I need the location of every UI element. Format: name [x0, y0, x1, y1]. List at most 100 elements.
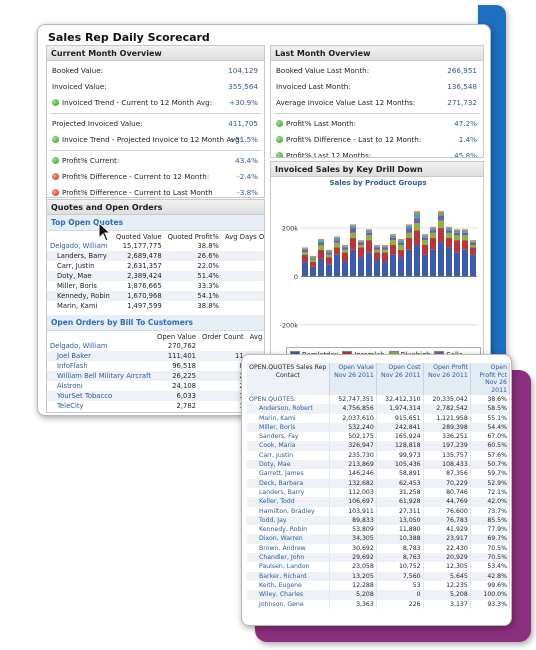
table-row[interactable]: Sanders, Fay 502,175 165,924 336,251 67.0% [247, 432, 511, 442]
table-row[interactable]: Chandler, John 29,692 8,763 20,929 70.5% [247, 553, 511, 563]
bar-segment[interactable] [358, 245, 364, 248]
bar-segment[interactable] [334, 236, 340, 238]
row-name[interactable]: Miller, Boris [247, 422, 330, 433]
top-open-quotes-title[interactable]: Top Open Quotes [47, 215, 264, 231]
row-name[interactable]: Delgado, William [50, 342, 108, 350]
row-name[interactable]: Todd, Jay [247, 515, 330, 526]
bar-segment[interactable] [366, 229, 372, 231]
bar-segment[interactable] [318, 259, 324, 277]
row-name[interactable]: Marin, Kami [247, 413, 330, 423]
bar-segment[interactable] [454, 230, 460, 233]
bar-segment[interactable] [334, 240, 340, 243]
bar-segment[interactable] [366, 240, 372, 253]
table-row[interactable]: Johnson, Gene 3,363 226 3,137 93.3% [247, 599, 511, 609]
table-row[interactable]: InfoFlash 96,5188 [47, 361, 264, 371]
bar-segment[interactable] [350, 249, 356, 277]
table-row[interactable]: Kennedy, Robin 53,809 11,880 41,929 77.9% [247, 525, 511, 535]
row-name[interactable]: Johnson, Gene [247, 599, 330, 609]
bar-segment[interactable] [462, 249, 468, 277]
bar-segment[interactable] [454, 235, 460, 241]
table-row[interactable]: Garrett, James 146,246 58,891 87,356 59.7% [247, 469, 511, 479]
bar-segment[interactable] [382, 245, 388, 247]
bar-segment[interactable] [414, 223, 420, 231]
bar-segment[interactable] [462, 232, 468, 236]
bar-segment[interactable] [438, 228, 444, 243]
column-header[interactable]: Open Value [157, 333, 196, 341]
row-name[interactable]: Carr, Justin [247, 450, 330, 461]
column-header[interactable]: Avg Days Open [224, 233, 265, 241]
bar-segment[interactable] [430, 237, 436, 250]
bar-segment[interactable] [310, 266, 316, 277]
bar-segment[interactable] [342, 252, 348, 262]
open-orders-title[interactable]: Open Orders by Bill To Customers [47, 315, 264, 331]
bar-segment[interactable] [326, 249, 332, 252]
row-name[interactable]: Keller, Todd [247, 497, 330, 507]
row-name[interactable]: InfoFlash [57, 362, 88, 370]
bar-segment[interactable] [326, 252, 332, 255]
row-name[interactable]: Doty, Mae [47, 271, 113, 281]
bar-segment[interactable] [430, 230, 436, 233]
bar-segment[interactable] [406, 249, 412, 277]
bar-segment[interactable] [422, 235, 428, 238]
bar-segment[interactable] [302, 252, 308, 255]
bar-segment[interactable] [422, 240, 428, 245]
bar-segment[interactable] [470, 241, 476, 243]
bar-segment[interactable] [438, 211, 444, 214]
row-name[interactable]: TeleCity [57, 402, 84, 410]
bar-segment[interactable] [414, 211, 420, 214]
bar-segment[interactable] [422, 234, 428, 236]
row-name[interactable]: Miller, Boris [57, 282, 97, 290]
bar-segment[interactable] [302, 248, 308, 250]
bar-segment[interactable] [374, 245, 380, 247]
bar-segment[interactable] [310, 255, 316, 258]
bar-segment[interactable] [374, 247, 380, 250]
bar-segment[interactable] [446, 226, 452, 229]
row-name[interactable]: OPEN.QUOTES: [247, 395, 330, 405]
bar-segment[interactable] [326, 257, 332, 265]
bar-segment[interactable] [470, 254, 476, 277]
row-name[interactable]: Sanders, Fay [247, 432, 330, 442]
bar-segment[interactable] [422, 237, 428, 241]
bar-segment[interactable] [470, 245, 476, 248]
row-name[interactable]: Marin, Kami [57, 302, 98, 310]
col-open-cost[interactable]: Open Cost Nov 26 2011 [376, 363, 424, 395]
bar-segment[interactable] [318, 240, 324, 243]
table-row[interactable]: Deck, Barbara 132,682 62,453 70,229 52.9% [247, 478, 511, 488]
bar-segment[interactable] [318, 238, 324, 241]
column-header[interactable]: Quoted Profit% [167, 233, 219, 241]
bar-segment[interactable] [406, 225, 412, 229]
bar-segment[interactable] [302, 254, 308, 262]
table-row[interactable]: Todd, Jay 89,833 13,050 76,783 85.5% [247, 515, 511, 526]
table-row[interactable]: Landers, Barry 112,003 31,258 80,746 72.1% [247, 487, 511, 498]
bar-segment[interactable] [470, 242, 476, 245]
table-row[interactable]: Anderson, Robert 4,756,856 1,974,314 2,782,… [247, 404, 511, 414]
bar-segment[interactable] [390, 234, 396, 236]
bar-segment[interactable] [302, 261, 308, 277]
table-row[interactable]: Brown, Andrew 30,692 8,783 22,430 70.5% [247, 543, 511, 554]
row-name[interactable]: Hamilton, Bradley [247, 506, 330, 516]
table-row[interactable]: Carr, Justin 235,730 99,973 135,757 57.6% [247, 450, 511, 461]
bar-segment[interactable] [382, 261, 388, 277]
bar-segment[interactable] [374, 246, 380, 248]
bar-segment[interactable] [446, 237, 452, 248]
bar-segment[interactable] [374, 259, 380, 277]
bar-segment[interactable] [366, 230, 372, 233]
bar-segment[interactable] [398, 240, 404, 243]
bar-segment[interactable] [454, 240, 460, 253]
table-row[interactable]: Marin, Kami 1,497,599 38.8%289 [47, 301, 264, 311]
bar-segment[interactable] [358, 247, 364, 258]
table-row[interactable]: Cook, Maria 326,947 128,818 197,239 60.5% [247, 441, 511, 451]
bar-segment[interactable] [390, 240, 396, 245]
bar-segment[interactable] [398, 249, 404, 258]
bar-segment[interactable] [334, 242, 340, 248]
bar-segment[interactable] [382, 252, 388, 262]
table-row[interactable]: TeleCity 2,7823 [47, 401, 264, 411]
table-row[interactable]: Alstroni 24,1082 [47, 381, 264, 391]
bar-segment[interactable] [406, 228, 412, 233]
bar-segment[interactable] [406, 224, 412, 226]
bar-segment[interactable] [350, 228, 356, 233]
bar-segment[interactable] [358, 257, 364, 277]
